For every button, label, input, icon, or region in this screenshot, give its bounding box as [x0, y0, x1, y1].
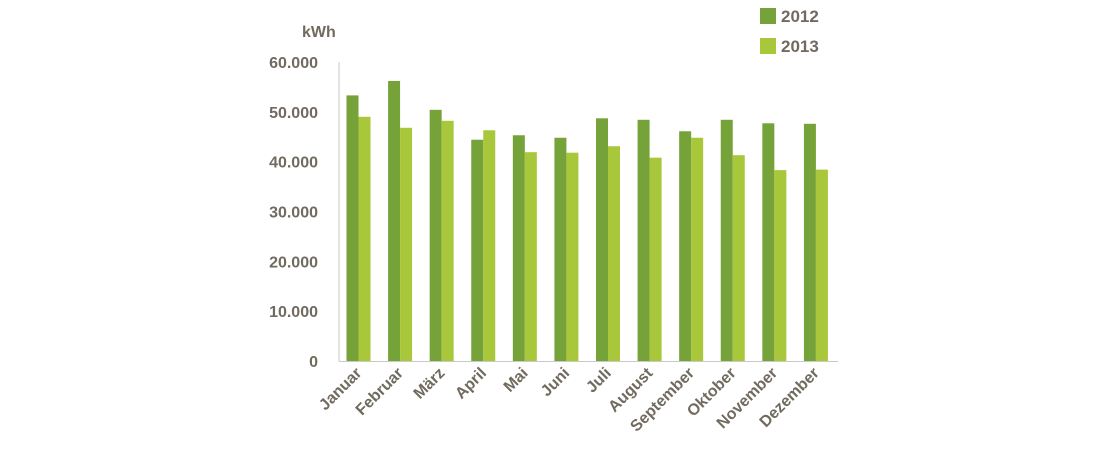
- bar-2013-oktober: [732, 155, 745, 361]
- bar-2013-april: [483, 130, 496, 361]
- legend-swatch-2013: [760, 38, 776, 54]
- y-tick-label: 20.000: [269, 254, 318, 271]
- bar-2012-september: [679, 131, 692, 361]
- bar-2012-märz: [429, 109, 442, 361]
- bar-2012-april: [471, 139, 484, 361]
- bar-2012-mai: [512, 135, 525, 361]
- bar-2013-dezember: [815, 169, 828, 361]
- bar-2013-januar: [358, 116, 371, 361]
- bar-2013-august: [649, 157, 662, 361]
- x-tick-label: Mai: [501, 365, 532, 396]
- legend-label-2012: 2012: [781, 7, 819, 26]
- y-axis-unit-label: kWh: [302, 24, 336, 41]
- y-axis-ticks: 0 10.000 20.000 30.000 40.000 50.000 60.000: [269, 55, 318, 371]
- bar-2012-juni: [554, 137, 567, 361]
- bar-2013-märz: [441, 120, 454, 361]
- bar-2012-august: [637, 119, 650, 361]
- bar-2013-juni: [566, 152, 579, 361]
- bars-group: [346, 80, 828, 361]
- y-tick-label: 10.000: [269, 304, 318, 321]
- chart-legend: 2012 2013: [760, 7, 819, 56]
- bar-2012-juli: [596, 118, 608, 361]
- legend-label-2013: 2013: [781, 37, 819, 56]
- y-tick-label: 0: [309, 354, 318, 371]
- y-tick-label: 40.000: [269, 155, 318, 172]
- y-tick-label: 60.000: [269, 55, 318, 72]
- bar-2013-november: [774, 170, 787, 361]
- bar-2012-november: [762, 123, 775, 361]
- bar-2012-oktober: [720, 119, 733, 361]
- x-tick-label: März: [411, 365, 449, 403]
- bar-2013-juli: [608, 146, 620, 361]
- y-tick-label: 30.000: [269, 205, 318, 222]
- y-tick-label: 50.000: [269, 105, 318, 122]
- x-tick-label: April: [452, 365, 490, 403]
- x-tick-label: Juni: [538, 365, 573, 400]
- bar-2013-februar: [400, 127, 413, 361]
- bar-2013-mai: [524, 152, 537, 361]
- legend-swatch-2012: [760, 8, 776, 24]
- bar-2013-september: [691, 137, 704, 361]
- bar-2012-dezember: [803, 123, 816, 361]
- bar-2012-januar: [346, 95, 359, 361]
- x-tick-label: Juli: [583, 365, 615, 397]
- bar-2012-februar: [388, 80, 401, 361]
